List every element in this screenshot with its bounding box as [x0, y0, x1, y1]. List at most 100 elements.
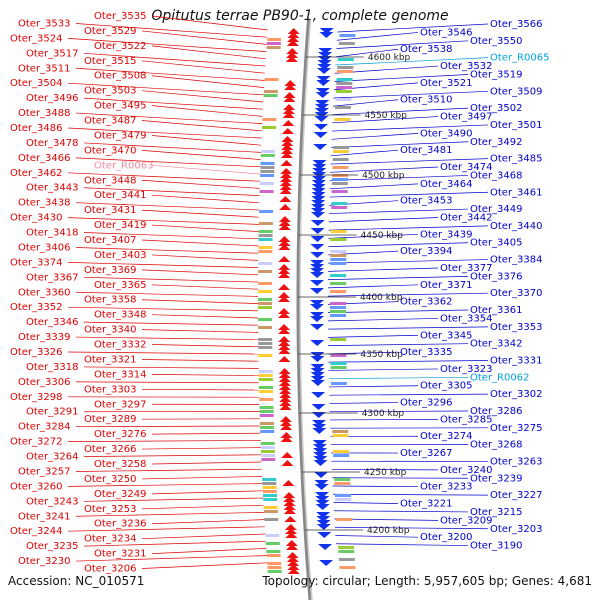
reverse-gene-arrow: [314, 124, 329, 130]
left-leader-line: [141, 150, 261, 160]
cog-block-right: [333, 150, 349, 153]
left-leader-line: [83, 52, 266, 67]
cog-block-left: [259, 182, 274, 185]
tick-label: 4450 kbp: [361, 231, 404, 241]
left-leader-line: [151, 374, 259, 376]
right-gene-label: Oter_3221: [400, 499, 453, 510]
cog-block-left: [258, 262, 273, 265]
forward-gene-arrow: [284, 516, 297, 522]
cog-block-left: [258, 270, 273, 273]
cog-block-left: [258, 306, 273, 309]
left-leader-line: [75, 425, 261, 428]
right-gene-label: Oter_3371: [420, 280, 473, 291]
left-leader-line: [83, 97, 263, 110]
forward-gene-arrow: [278, 220, 291, 226]
right-leader-line: [335, 543, 469, 546]
forward-gene-arrow: [278, 216, 291, 222]
cog-block-left: [258, 222, 273, 225]
cog-block-right: [338, 546, 355, 549]
left-leader-line: [141, 209, 259, 218]
left-leader-line: [151, 519, 265, 525]
forward-gene-arrow: [278, 264, 291, 270]
cog-block-left: [264, 78, 279, 81]
forward-gene-arrow: [287, 568, 300, 574]
forward-gene-arrow: [279, 188, 292, 194]
forward-gene-arrow: [283, 504, 296, 510]
reverse-gene-arrow: [315, 92, 330, 98]
left-leader-line: [83, 540, 266, 547]
right-leader-line: [328, 217, 439, 223]
cog-block-left: [259, 398, 274, 401]
cog-block-right: [330, 382, 347, 385]
cog-block-right: [330, 338, 347, 341]
tick-label: 4300 kbp: [362, 409, 405, 419]
left-leader-line: [151, 254, 259, 261]
cog-block-right: [331, 190, 348, 193]
left-leader-line: [141, 476, 263, 480]
cog-block-right: [339, 34, 356, 37]
reverse-gene-arrow: [312, 164, 327, 170]
right-gene-label: Oter_3361: [470, 305, 523, 316]
right-leader-line: [330, 166, 439, 173]
cog-block-left: [259, 414, 274, 417]
cog-block-left: [262, 482, 277, 485]
reverse-gene-arrow: [317, 532, 332, 538]
right-leader-line: [334, 74, 469, 82]
forward-gene-arrow: [281, 128, 294, 134]
reverse-gene-arrow: [310, 212, 325, 218]
right-leader-line: [328, 368, 439, 371]
cog-block-right: [337, 58, 354, 61]
reverse-gene-arrow: [318, 544, 333, 550]
forward-gene-arrow: [286, 48, 299, 54]
forward-gene-arrow: [286, 52, 299, 58]
left-leader-line: [141, 299, 259, 304]
reverse-gene-arrow: [311, 404, 326, 410]
cog-block-left: [265, 534, 280, 537]
left-gene-label: Oter_3234: [84, 534, 137, 545]
reverse-gene-arrow: [314, 484, 329, 490]
cog-block-right: [330, 302, 347, 305]
right-leader-line: [335, 48, 399, 58]
reverse-gene-arrow: [312, 444, 327, 450]
cog-block-right: [331, 206, 348, 209]
forward-gene-arrow: [279, 196, 292, 202]
left-gene-label: Oter_3443: [26, 183, 79, 194]
right-gene-label: Oter_3302: [490, 389, 543, 400]
left-leader-line: [141, 269, 259, 276]
right-gene-label: Oter_3239: [470, 473, 523, 484]
left-gene-label: Oter_3340: [84, 325, 137, 336]
right-gene-label: Oter_3566: [490, 19, 543, 30]
left-leader-line: [75, 336, 259, 340]
forward-gene-arrow: [278, 344, 291, 350]
cog-block-right: [338, 558, 355, 561]
right-gene-label: Oter_3323: [440, 364, 493, 375]
right-gene-label: Oter_3464: [420, 179, 473, 190]
cog-block-left: [258, 318, 273, 321]
left-gene-label: Oter_3314: [94, 369, 147, 380]
left-leader-line: [75, 23, 268, 38]
reverse-gene-arrow: [319, 32, 334, 38]
right-gene-label: Oter_3190: [470, 541, 523, 552]
forward-gene-arrow: [279, 404, 292, 410]
right-leader-line: [327, 292, 489, 297]
cog-block-left: [261, 454, 276, 457]
forward-gene-arrow: [284, 80, 297, 86]
right-gene-label: Oter_3377: [440, 263, 493, 274]
left-gene-label: Oter_3241: [18, 511, 71, 522]
cog-block-left: [260, 170, 275, 173]
forward-gene-arrow: [280, 152, 293, 158]
left-leader-line: [83, 321, 259, 326]
forward-gene-arrow: [279, 420, 292, 426]
reverse-gene-arrow: [310, 236, 325, 242]
cog-block-left: [258, 302, 273, 305]
left-leader-line: [83, 232, 259, 240]
left-gene-label: Oter_3318: [26, 362, 79, 373]
cog-block-right: [335, 498, 352, 501]
reverse-gene-arrow: [310, 352, 325, 358]
cog-block-right: [338, 42, 355, 45]
reverse-gene-arrow: [315, 500, 330, 506]
reverse-gene-arrow: [310, 312, 325, 318]
left-gene-label: Oter_3297: [94, 399, 147, 410]
forward-gene-arrow: [278, 312, 291, 318]
left-leader-line: [141, 447, 261, 450]
